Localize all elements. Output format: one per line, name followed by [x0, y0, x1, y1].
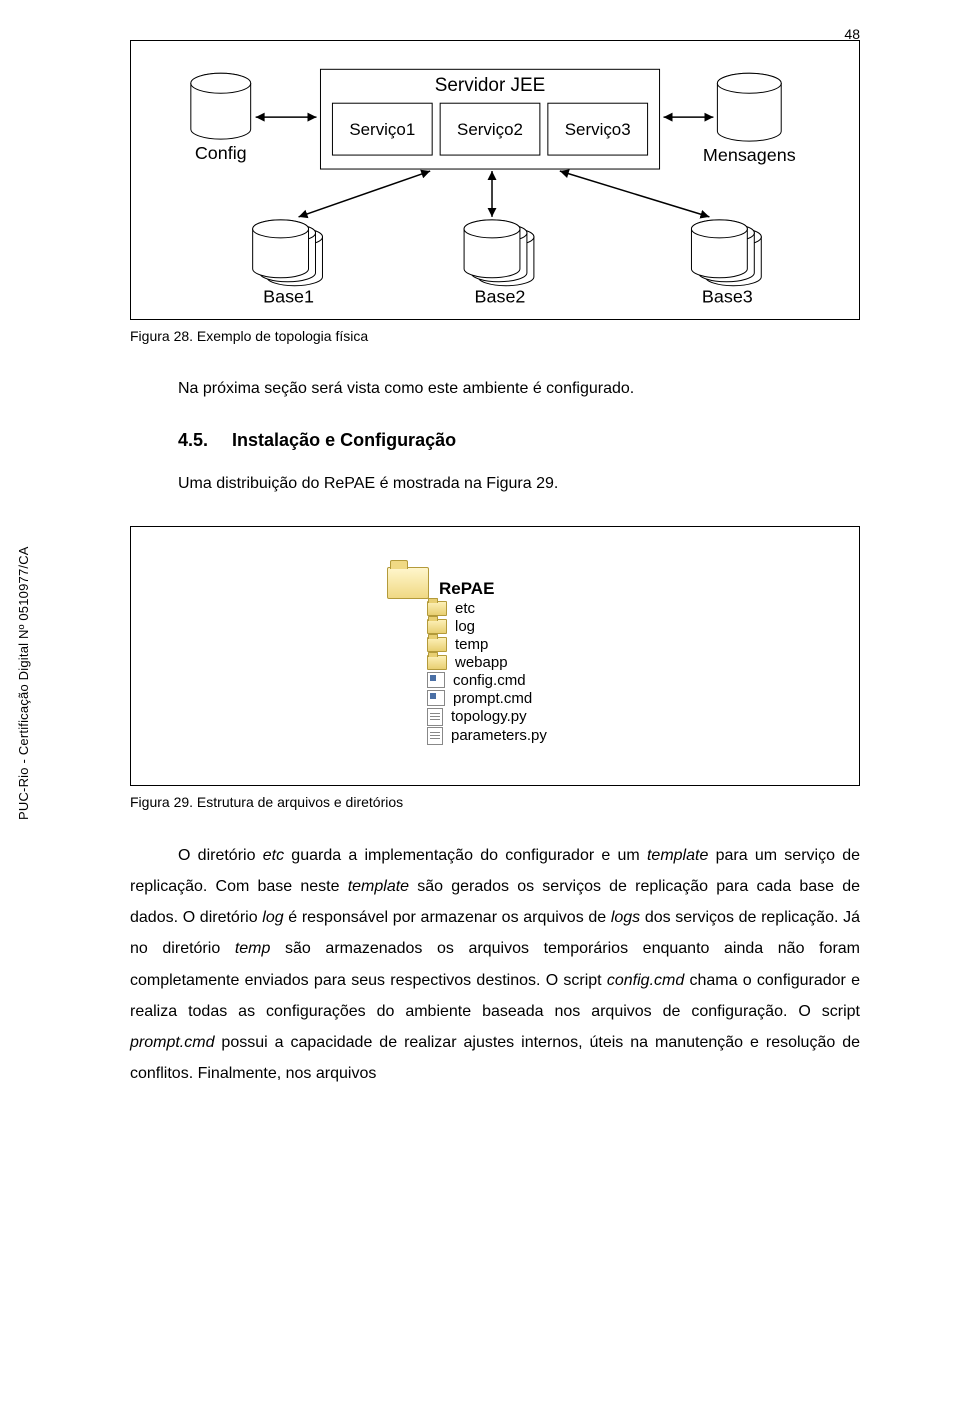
folder-item-label: prompt.cmd	[453, 690, 532, 707]
folder-large-icon	[387, 567, 429, 599]
italic-term: prompt.cmd	[130, 1034, 214, 1051]
folder-item-label: etc	[455, 600, 475, 617]
italic-term: etc	[263, 847, 284, 864]
folder-item-label: log	[455, 618, 475, 635]
cmd-file-icon	[427, 672, 445, 688]
base2-label: Base2	[475, 287, 526, 307]
folder-item: etc	[345, 600, 645, 617]
folder-item: prompt.cmd	[345, 690, 645, 707]
server-title: Servidor JEE	[435, 75, 546, 96]
base1-db-icon	[253, 220, 323, 286]
body-text-span: é responsável por armazenar os arquivos …	[284, 909, 611, 926]
folder-icon	[427, 655, 447, 670]
base3-label: Base3	[702, 287, 753, 307]
script-file-icon	[427, 727, 443, 745]
folder-root-label: RePAE	[439, 579, 494, 599]
arrow-icon	[560, 171, 710, 217]
service1-label: Serviço1	[349, 120, 415, 139]
italic-term: template	[647, 847, 708, 864]
figure-29-diagram: RePAE etclogtempwebappconfig.cmdprompt.c…	[130, 526, 860, 786]
folder-item-label: webapp	[455, 654, 508, 671]
section-intro: Uma distribuição do RePAE é mostrada na …	[178, 469, 860, 499]
body-text-span: O diretório	[178, 847, 263, 864]
folder-icon	[427, 601, 447, 616]
folder-item: webapp	[345, 654, 645, 671]
italic-term: template	[348, 878, 409, 895]
folder-item: topology.py	[345, 708, 645, 726]
folder-root: RePAE	[345, 567, 645, 599]
base1-label: Base1	[263, 287, 314, 307]
italic-term: config.cmd	[607, 972, 684, 989]
service3-label: Serviço3	[565, 120, 631, 139]
folder-item-label: config.cmd	[453, 672, 526, 689]
italic-term: log	[262, 909, 283, 926]
figure-28-diagram: Config Servidor JEE Serviço1 Serviço2 Se…	[130, 40, 860, 320]
folder-item: parameters.py	[345, 727, 645, 745]
folder-item-label: parameters.py	[451, 727, 547, 744]
italic-term: logs	[611, 909, 640, 926]
body-text-span: guarda a implementação do configurador e…	[284, 847, 647, 864]
folder-tree: RePAE etclogtempwebappconfig.cmdprompt.c…	[345, 566, 645, 746]
figure-28-caption: Figura 28. Exemplo de topologia física	[130, 328, 860, 344]
certification-sidebar: PUC-Rio - Certificação Digital Nº 051097…	[16, 546, 31, 820]
mensagens-db-icon	[717, 73, 781, 141]
folder-icon	[427, 637, 447, 652]
arrow-icon	[299, 171, 431, 217]
folder-item: log	[345, 618, 645, 635]
intro-after-fig28: Na próxima seção será vista como este am…	[178, 374, 860, 404]
folder-item: config.cmd	[345, 672, 645, 689]
config-db-icon	[191, 73, 251, 139]
section-heading: 4.5. Instalação e Configuração	[178, 430, 860, 451]
body-text-span: possui a capacidade de realizar ajustes …	[130, 1034, 860, 1082]
folder-icon	[427, 619, 447, 634]
folder-item-label: topology.py	[451, 708, 527, 725]
service2-label: Serviço2	[457, 120, 523, 139]
folder-item: temp	[345, 636, 645, 653]
base2-db-icon	[464, 220, 534, 286]
mensagens-label: Mensagens	[703, 145, 796, 165]
script-file-icon	[427, 708, 443, 726]
base3-db-icon	[691, 220, 761, 286]
italic-term: temp	[235, 940, 271, 957]
cmd-file-icon	[427, 690, 445, 706]
folder-item-label: temp	[455, 636, 488, 653]
config-label: Config	[195, 143, 247, 163]
section-number: 4.5.	[178, 430, 208, 450]
figure-29-caption: Figura 29. Estrutura de arquivos e diret…	[130, 794, 860, 810]
body-paragraph: O diretório etc guarda a implementação d…	[130, 840, 860, 1090]
topology-svg: Config Servidor JEE Serviço1 Serviço2 Se…	[131, 41, 859, 319]
section-title: Instalação e Configuração	[232, 430, 456, 450]
